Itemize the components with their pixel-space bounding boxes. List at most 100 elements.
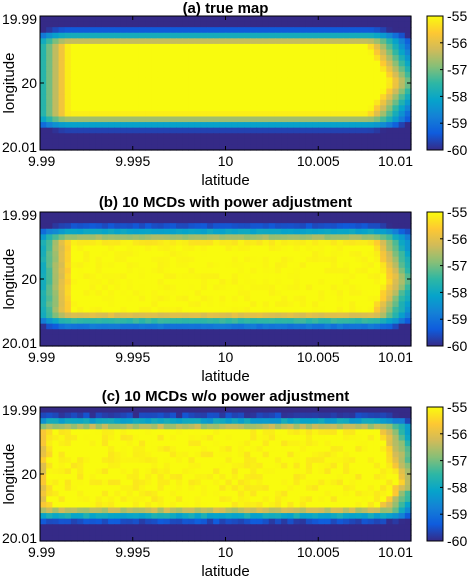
heatmap-cell [342,295,350,302]
heatmap-cell [281,529,288,537]
heatmap-cell [213,94,220,101]
heatmap-cell [58,273,66,280]
heatmap-cell [324,223,332,230]
heatmap-cell [108,429,115,436]
heatmap-cell [89,267,97,275]
heatmap-cell [95,301,103,308]
heatmap-cell [40,446,47,453]
heatmap-cell [231,27,239,34]
heatmap-cell [163,262,171,269]
heatmap-cell [40,251,47,258]
heatmap-cell [355,66,363,73]
heatmap-cell [77,474,84,481]
heatmap-cell [70,49,78,56]
heatmap-cell [58,518,66,525]
heatmap-cell [324,144,332,151]
heatmap-cell [404,110,412,118]
heatmap-cell [299,105,307,112]
heatmap-cell [138,122,146,129]
heatmap-cell [361,83,369,90]
heatmap-cell [349,446,356,453]
heatmap-cell [287,116,295,123]
heatmap-cell [324,94,332,101]
heatmap-cell [293,245,301,252]
heatmap-cell [132,262,140,269]
heatmap-cell [219,301,227,308]
heatmap-cell [349,256,356,263]
heatmap-cell [206,334,214,342]
heatmap-cell [342,133,350,140]
heatmap-cell [77,88,84,95]
heatmap-cell [262,468,270,475]
heatmap-cell [262,77,270,84]
heatmap-cell [299,496,307,503]
heatmap-cell [219,21,227,28]
heatmap-cell [95,323,103,330]
heatmap-cell [361,312,369,319]
heatmap-cell [46,507,53,514]
heatmap-cell [293,407,301,414]
heatmap-cell [58,77,66,84]
heatmap-cell [46,55,53,62]
heatmap-cell [77,485,84,492]
heatmap-cell [120,434,128,442]
heatmap-cell [126,217,134,224]
heatmap-cell [77,501,84,509]
heatmap-cell [342,423,350,430]
heatmap-cell [237,256,245,263]
heatmap-cell [163,273,171,280]
heatmap-cell [114,423,121,430]
heatmap-cell [398,99,406,106]
heatmap-cell [213,217,220,224]
heatmap-cell [404,529,412,537]
heatmap-cell [70,479,78,486]
heatmap-cell [46,138,53,146]
heatmap-cell [126,340,134,347]
heatmap-cell [40,83,47,90]
heatmap-cell [157,451,165,458]
heatmap-cell [101,518,109,525]
heatmap-cell [138,295,146,302]
heatmap-cell [299,440,307,447]
heatmap-cell [169,535,177,542]
heatmap-cell [95,507,103,514]
heatmap-cell [244,212,251,219]
heatmap-cell [138,267,146,275]
heatmap-cell [299,507,307,514]
heatmap-cell [318,273,326,280]
heatmap-cell [373,306,381,314]
heatmap-cell [70,301,78,308]
heatmap-cell [237,412,245,419]
heatmap-cell [318,440,326,447]
heatmap-cell [250,94,258,101]
heatmap-cell [52,110,60,118]
panel-title: (b) 10 MCDs with power adjustment [99,194,352,211]
heatmap-cell [188,485,196,492]
heatmap-cell [188,284,196,291]
heatmap-cell [114,507,121,514]
heatmap-cell [114,518,121,525]
heatmap-cell [281,507,288,514]
heatmap-cell [225,21,233,28]
heatmap-cell [287,27,295,34]
heatmap-cell [299,83,307,90]
heatmap-cell [188,451,196,458]
heatmap-cell [274,306,282,314]
heatmap-cell [299,66,307,73]
heatmap-cell [163,501,171,509]
heatmap-cell [132,524,140,531]
heatmap-cell [101,245,109,252]
heatmap-cell [299,513,307,520]
heatmap-cell [108,245,115,252]
heatmap-cell [274,462,282,470]
heatmap-cell [231,295,239,302]
heatmap-cell [355,251,363,258]
heatmap-cell [219,429,227,436]
heatmap-cell [305,256,313,263]
heatmap-cell [225,301,233,308]
heatmap-cell [58,43,66,51]
heatmap-cell [176,234,183,241]
heatmap-cell [70,43,78,51]
heatmap-cell [157,513,165,520]
heatmap-cell [262,60,270,67]
